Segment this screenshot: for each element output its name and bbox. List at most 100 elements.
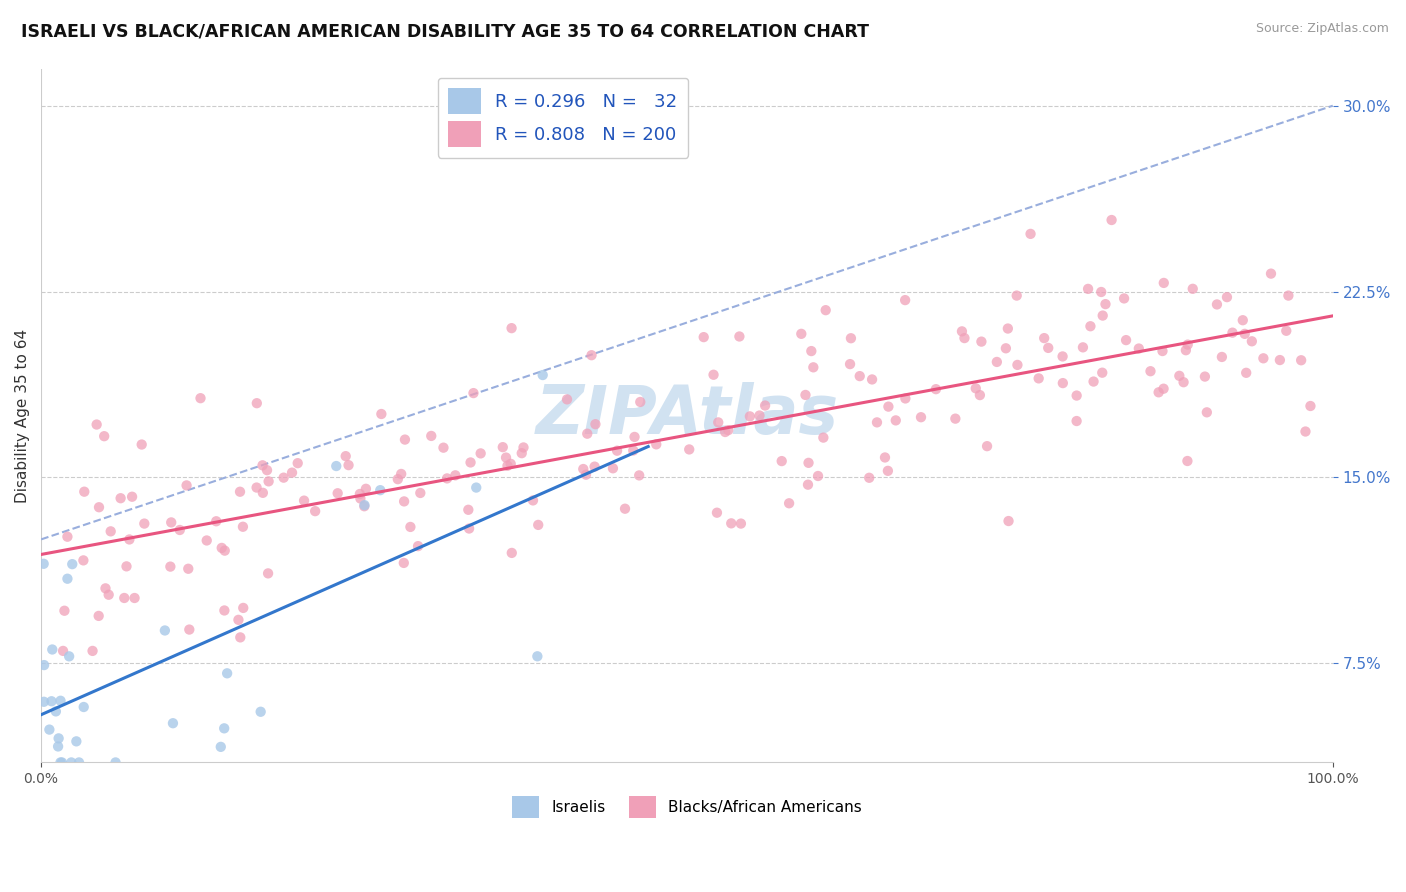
Point (965, 381, 987, 395)
Point (910, 410, 932, 425)
Point (387, 472, 409, 486)
Point (67, 756, 90, 770)
Point (212, 722, 235, 736)
Point (58, 649, 80, 664)
Point (645, 437, 668, 451)
Point (392, 494, 415, 508)
Point (214, 543, 236, 558)
Legend: Israelis, Blacks/African Americans: Israelis, Blacks/African Americans (506, 790, 869, 824)
Point (877, 400, 900, 414)
Point (273, 470, 295, 484)
Point (614, 501, 637, 516)
Point (353, 498, 375, 512)
Point (38, 723, 60, 737)
Point (1091, 309, 1114, 323)
Point (49, 694, 72, 708)
Point (104, 756, 127, 770)
Point (252, 485, 274, 500)
Point (1299, 399, 1322, 413)
Point (706, 506, 728, 520)
Point (463, 386, 485, 401)
Point (110, 491, 132, 506)
Point (46, 739, 69, 754)
Point (121, 490, 143, 504)
Point (1181, 282, 1204, 296)
Point (32, 695, 55, 709)
Point (1115, 333, 1137, 347)
Point (281, 466, 304, 480)
Point (877, 464, 900, 478)
Point (1090, 285, 1112, 299)
Point (492, 440, 515, 454)
Point (606, 443, 628, 458)
Point (1083, 375, 1105, 389)
Point (583, 459, 606, 474)
Point (1094, 297, 1116, 311)
Point (432, 441, 454, 455)
Point (628, 395, 651, 409)
Point (693, 330, 716, 344)
Point (925, 382, 948, 396)
Point (190, 391, 212, 405)
Text: ISRAELI VS BLACK/AFRICAN AMERICAN DISABILITY AGE 35 TO 64 CORRELATION CHART: ISRAELI VS BLACK/AFRICAN AMERICAN DISABI… (21, 22, 869, 40)
Point (49, 756, 72, 770)
Point (728, 329, 751, 343)
Point (94, 582, 117, 596)
Point (950, 324, 973, 338)
Point (1153, 382, 1175, 396)
Point (118, 533, 141, 547)
Point (87, 500, 110, 515)
Point (100, 524, 122, 539)
Point (496, 458, 519, 473)
Point (115, 559, 138, 574)
Point (370, 407, 392, 421)
Point (458, 522, 481, 536)
Point (32, 658, 55, 673)
Point (1112, 292, 1135, 306)
Point (1071, 340, 1094, 354)
Point (131, 437, 153, 451)
Point (848, 369, 870, 384)
Point (1216, 290, 1239, 304)
Point (512, 441, 534, 455)
Point (583, 417, 606, 432)
Point (866, 416, 889, 430)
Point (797, 456, 820, 470)
Point (1168, 368, 1191, 383)
Point (460, 455, 482, 469)
Point (159, 559, 181, 574)
Point (839, 357, 862, 371)
Point (748, 409, 770, 423)
Point (217, 666, 239, 681)
Point (86, 417, 108, 432)
Point (153, 624, 176, 638)
Point (839, 331, 862, 345)
Point (813, 431, 835, 445)
Point (555, 392, 578, 407)
Point (720, 516, 742, 531)
Point (392, 556, 415, 570)
Point (969, 388, 991, 402)
Point (246, 481, 269, 495)
Point (1077, 282, 1099, 296)
Point (894, 293, 917, 307)
Point (1052, 350, 1074, 364)
Point (72, 553, 94, 567)
Point (1195, 405, 1218, 419)
Point (60, 557, 83, 571)
Point (1277, 288, 1299, 302)
Point (335, 449, 357, 463)
Point (353, 500, 375, 514)
Point (292, 493, 315, 508)
Point (354, 482, 377, 496)
Point (526, 649, 548, 664)
Point (211, 541, 233, 555)
Point (1033, 331, 1056, 345)
Point (1152, 344, 1174, 359)
Point (337, 458, 360, 472)
Point (576, 426, 599, 441)
Point (176, 478, 198, 492)
Point (325, 458, 347, 473)
Point (399, 520, 422, 534)
Point (1028, 371, 1050, 385)
